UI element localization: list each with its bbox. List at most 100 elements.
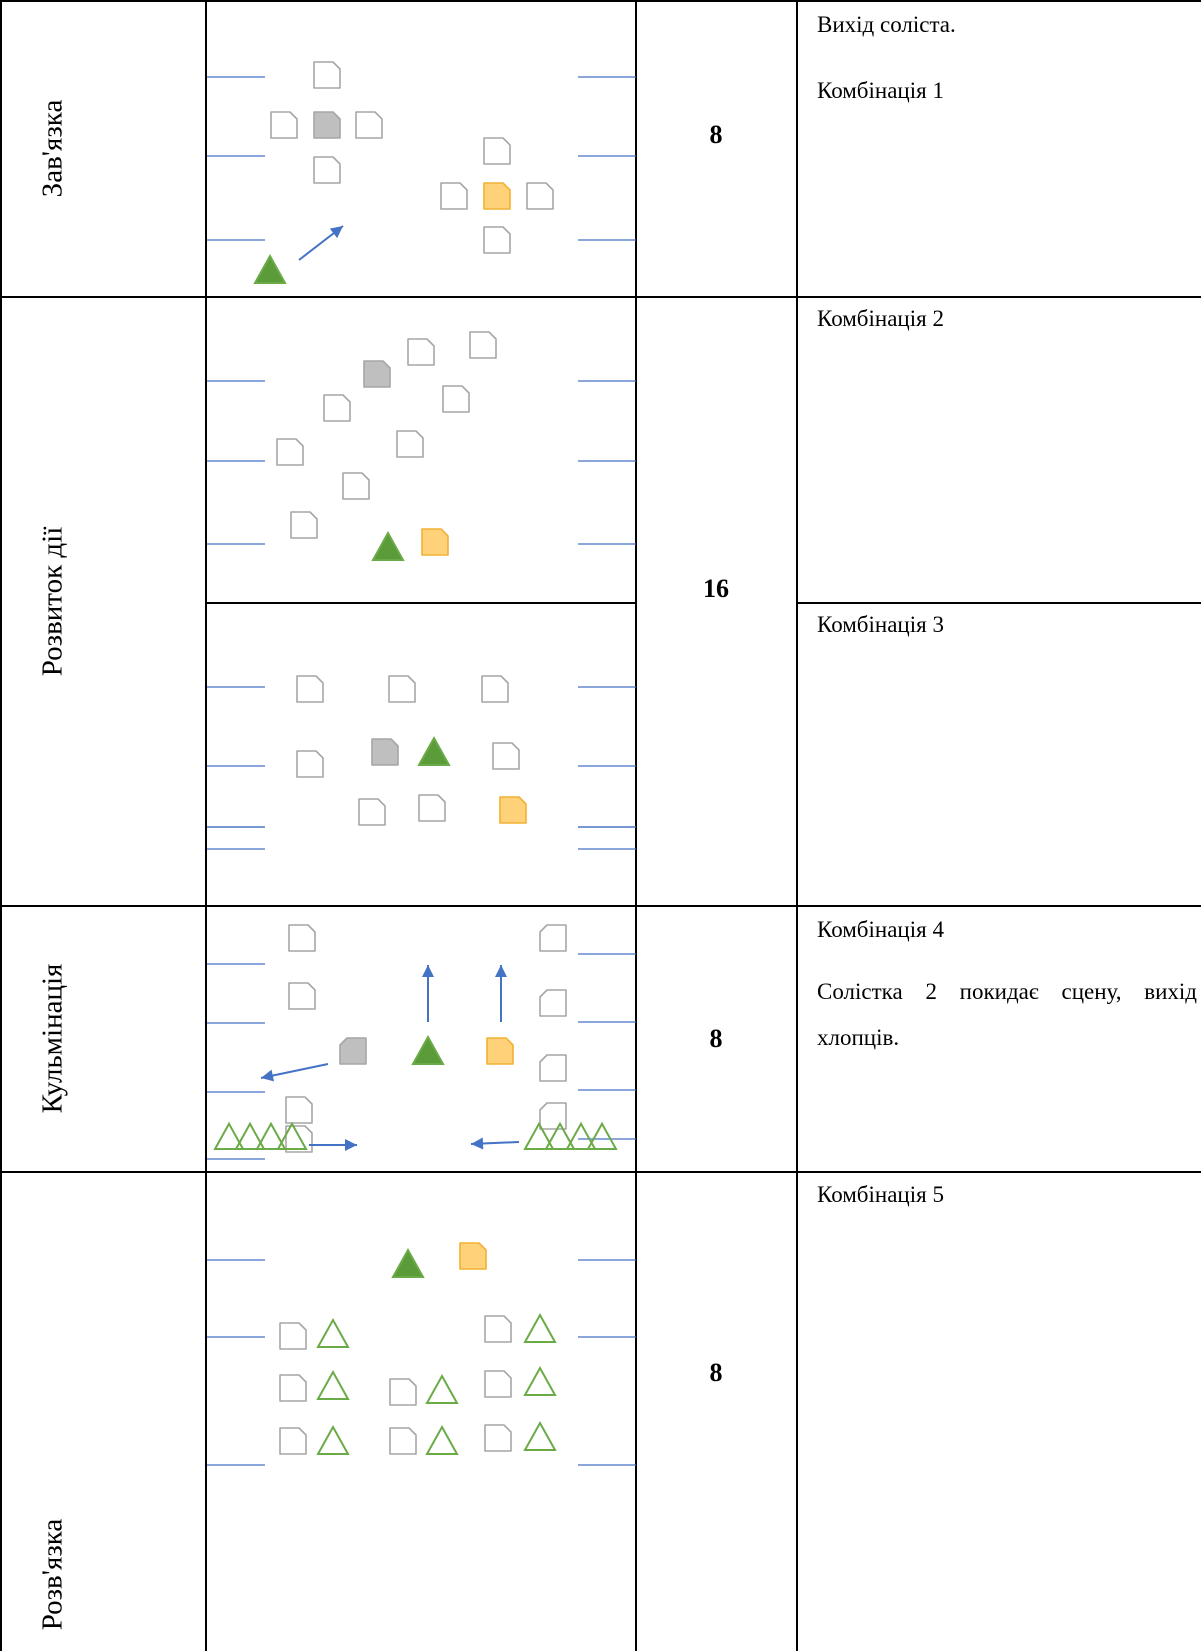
triangle-icon [523,1121,555,1150]
rounded-square-icon [396,430,424,458]
notes-1: Вихід соліста. Комбінація 1 [817,10,956,142]
rounded-square-icon [442,385,470,413]
border-left [0,0,2,1651]
triangle-icon [425,1424,459,1455]
border-row2-split [205,602,637,604]
rounded-square-icon [389,1378,417,1406]
rounded-square-icon [481,675,509,703]
count-1: 8 [709,120,723,149]
border-row2 [0,905,1201,907]
triangle-icon [523,1420,557,1451]
rounded-square-icon [539,1054,567,1082]
notes-4: Комбінація 4 Солістка 2 покидає сцену, в… [817,915,1197,1061]
rounded-square-icon [484,1424,512,1452]
formation-diagram-1 [207,61,636,284]
triangle-icon [213,1121,245,1150]
note-line: Комбінація 2 [817,306,944,331]
arrow-head-icon [329,226,343,239]
triangle-icon [411,1034,445,1065]
rounded-square-icon [371,738,399,766]
note-line: Солістка 2 покидає сцену, вихід хлопців. [817,978,1197,1050]
note-line: Комбінація 3 [817,612,944,637]
rounded-square-icon [484,1370,512,1398]
rounded-square-icon [407,338,435,366]
rounded-square-icon [339,1037,367,1065]
triangle-icon [417,735,451,766]
triangle-icon [523,1312,557,1343]
rounded-square-icon [539,1102,567,1130]
rounded-square-icon [389,1427,417,1455]
rounded-square-icon [276,438,304,466]
border-row2-split-notes [796,602,1201,604]
border-row1 [0,296,1201,298]
rounded-square-icon [285,1125,313,1153]
notes-2: Комбінація 2 [817,304,944,370]
rounded-square-icon [313,156,341,184]
arrow-head-icon [261,1069,274,1082]
rounded-square-icon [539,989,567,1017]
stage-label-2: Розвиток дії [36,526,69,676]
rounded-square-icon [279,1322,307,1350]
rounded-square-icon [285,1096,313,1124]
rounded-square-icon [440,182,468,210]
rounded-square-icon [296,675,324,703]
arrow-head-icon [471,1137,484,1150]
count-4: 8 [709,1358,723,1387]
stage-label-1: Зав'язка [36,99,69,197]
triangle-icon [425,1373,459,1404]
notes-3: Комбінація 3 [817,610,944,676]
triangle-icon [234,1121,266,1150]
border-row3 [0,1171,1201,1173]
arrow-head-icon [422,965,434,977]
rounded-square-icon [358,798,386,826]
rounded-square-icon [492,742,520,770]
triangle-icon [586,1121,618,1150]
rounded-square-icon [486,1037,514,1065]
triangle-icon [276,1121,308,1150]
triangle-icon [316,1369,350,1400]
triangle-icon [565,1121,597,1150]
border-col3 [796,0,798,1651]
rounded-square-icon [418,794,446,822]
rounded-square-icon [279,1427,307,1455]
triangle-icon [371,530,405,561]
stage-label-4: Розв'язка [36,1518,69,1631]
rounded-square-icon [421,528,449,556]
rounded-square-icon [499,796,527,824]
rounded-square-icon [526,182,554,210]
count-3: 8 [709,1024,723,1053]
rounded-square-icon [313,111,341,139]
rounded-square-icon [388,675,416,703]
formation-diagram-5 [207,1242,636,1466]
rounded-square-icon [469,331,497,359]
triangle-icon [316,1317,350,1348]
rounded-square-icon [483,226,511,254]
triangle-icon [253,253,287,284]
rounded-square-icon [270,111,298,139]
formation-diagram-3 [207,675,636,850]
rounded-square-icon [355,111,383,139]
border-col1 [205,0,207,1651]
arrow-head-icon [345,1139,357,1151]
rounded-square-icon [484,1315,512,1343]
rounded-square-icon [483,182,511,210]
notes-5: Комбінація 5 [817,1180,944,1246]
triangle-icon [255,1121,287,1150]
triangle-icon [523,1365,557,1396]
formation-diagram-2 [207,331,636,561]
note-line: Вихід соліста. [817,12,956,37]
rounded-square-icon [296,750,324,778]
border-top [0,0,1201,2]
note-line: Комбінація 1 [817,77,944,103]
rounded-square-icon [539,924,567,952]
rounded-square-icon [459,1242,487,1270]
rounded-square-icon [279,1374,307,1402]
triangle-icon [544,1121,576,1150]
rounded-square-icon [323,394,351,422]
triangle-icon [316,1424,350,1455]
count-2: 16 [703,574,729,603]
arrow-head-icon [495,965,507,977]
rounded-square-icon [313,61,341,89]
rounded-square-icon [290,511,318,539]
